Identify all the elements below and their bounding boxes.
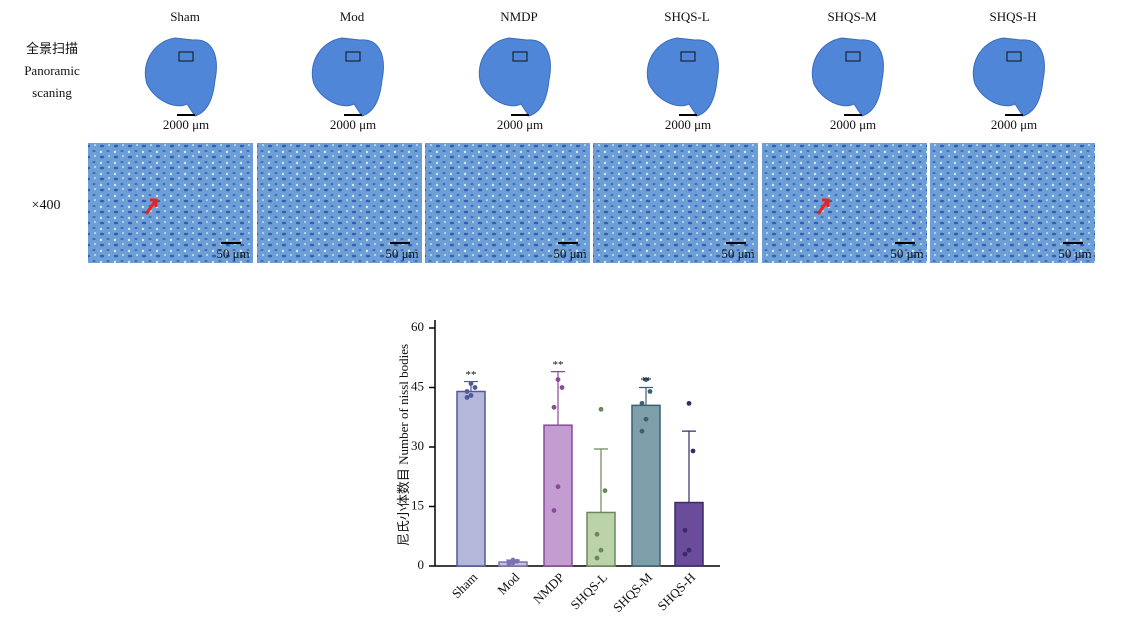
data-point: [506, 561, 512, 567]
column-label: NMDP: [500, 9, 538, 24]
y-tick-label: 60: [411, 319, 424, 334]
scale-label: 2000 μm: [163, 117, 209, 132]
data-point: [464, 389, 470, 394]
x-tick-label: SHQS-H: [654, 570, 698, 614]
scale-label: 50 μm: [216, 246, 249, 261]
brain-image: [311, 37, 384, 117]
error-bar: [682, 430, 696, 503]
red-arrow: [144, 198, 158, 215]
data-point: [510, 560, 516, 566]
data-point: [594, 531, 600, 537]
scale-label: 50 μm: [553, 246, 586, 261]
significance: **: [466, 369, 477, 381]
data-point: [464, 395, 470, 400]
column-label: SHQS-H: [990, 9, 1037, 24]
roi-box: [512, 51, 528, 62]
data-point: [472, 385, 478, 390]
scale-label: 50 μm: [1058, 246, 1091, 261]
x-tick-label: Sham: [449, 570, 481, 602]
y-tick-label: 30: [411, 438, 424, 453]
brain-image: [646, 37, 719, 117]
data-point: [555, 484, 561, 490]
data-point: [682, 527, 688, 533]
scale-label: 2000 μm: [330, 117, 376, 132]
bar-chart: 尼氏小体数目 Number of nissl bodies 0 15 30 45 60 *…: [396, 319, 720, 615]
column-label: SHQS-L: [664, 9, 710, 24]
scale-label: 2000 μm: [830, 117, 876, 132]
row-label: scaning: [32, 85, 72, 100]
scale-label: 50 μm: [385, 246, 418, 261]
roi-box: [345, 51, 361, 62]
data-point: [602, 488, 608, 494]
data-point: [690, 448, 696, 454]
red-arrow: [816, 198, 830, 215]
y-tick-label: 45: [411, 378, 424, 393]
row-label: Panoramic: [24, 63, 80, 78]
x-tick-label: Mod: [494, 569, 522, 597]
data-point: [686, 400, 692, 406]
brain-image: [972, 37, 1045, 117]
image-panels: Sham 2000 μm 50 μm Mod 2000 μm 50 μm NMDP 2000 …: [88, 9, 1095, 263]
row-label: ×400: [32, 198, 61, 213]
column-label: Sham: [170, 9, 200, 24]
data-point: [559, 385, 565, 390]
error-bar: [594, 448, 608, 513]
column-label: Mod: [340, 9, 365, 24]
roi-box: [1006, 51, 1022, 62]
y-tick-label: 15: [411, 497, 424, 512]
significance: **: [641, 375, 652, 387]
row-label: 全景扫描: [26, 41, 78, 56]
scale-label: 2000 μm: [497, 117, 543, 132]
scale-label: 50 μm: [721, 246, 754, 261]
data-point: [647, 389, 653, 394]
data-point: [468, 393, 474, 398]
significance: **: [553, 359, 564, 371]
scale-label: 2000 μm: [665, 117, 711, 132]
error-bar: [639, 386, 653, 406]
data-point: [598, 547, 604, 553]
data-point: [682, 551, 688, 557]
roi-box: [845, 51, 861, 62]
bar: [543, 424, 573, 567]
column-label: SHQS-M: [827, 9, 877, 24]
data-point: [514, 558, 520, 564]
data-point: [594, 555, 600, 561]
data-point: [551, 404, 557, 410]
data-point: [639, 428, 645, 434]
bar: [631, 404, 661, 567]
x-tick-label: SHQS-L: [567, 570, 610, 613]
data-point: [686, 547, 692, 553]
bar: [674, 501, 704, 567]
roi-box: [680, 51, 696, 62]
y-tick-label: 0: [418, 557, 425, 572]
scale-label: 50 μm: [890, 246, 923, 261]
bar: [456, 390, 486, 567]
data-point: [468, 381, 474, 386]
data-point: [639, 400, 645, 406]
x-tick-label: NMDP: [530, 570, 567, 607]
y-axis-title: 尼氏小体数目 Number of nissl bodies: [396, 344, 411, 546]
data-point: [598, 406, 604, 412]
data-point: [643, 416, 649, 422]
data-point: [551, 508, 557, 513]
data-point: [555, 377, 561, 382]
bar: [586, 511, 616, 567]
brain-image: [811, 37, 884, 117]
brain-image: [478, 37, 551, 117]
x-tick-label: SHQS-M: [610, 569, 656, 615]
data-point: [643, 377, 649, 382]
roi-box: [178, 51, 194, 62]
brain-image: [144, 37, 217, 117]
scale-label: 2000 μm: [991, 117, 1037, 132]
